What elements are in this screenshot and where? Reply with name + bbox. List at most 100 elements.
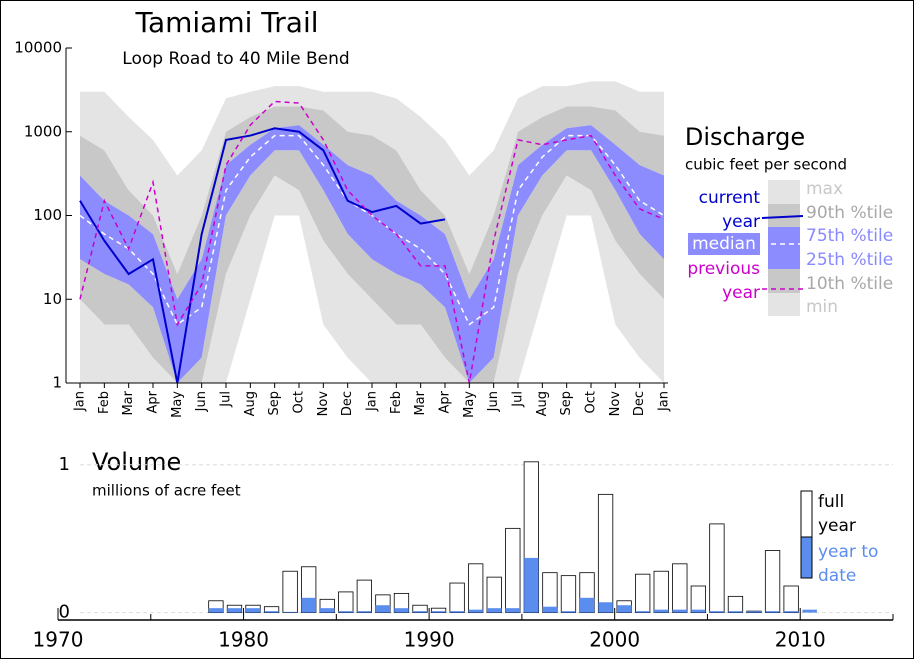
series-line bbox=[79, 134, 665, 326]
bar bbox=[338, 611, 354, 613]
bar bbox=[765, 611, 780, 613]
bar bbox=[783, 585, 799, 614]
x-tick-label: Jan bbox=[657, 391, 672, 412]
bar bbox=[616, 605, 632, 613]
x-tick-label: Jul bbox=[219, 391, 234, 408]
bar bbox=[394, 608, 409, 613]
bar bbox=[487, 608, 502, 613]
y-tick-label: 1000 bbox=[24, 122, 62, 140]
bar bbox=[597, 493, 614, 614]
legend-subtitle: cubic feet per second bbox=[685, 156, 847, 174]
bar bbox=[505, 527, 521, 614]
bar bbox=[672, 609, 688, 613]
series-line bbox=[79, 127, 446, 384]
y-tick-label: 10000 bbox=[14, 39, 62, 57]
x-tick-label: Jul bbox=[511, 391, 526, 408]
legend-title: Discharge bbox=[685, 123, 805, 151]
bar bbox=[264, 611, 279, 613]
x-tick-label: 2000 bbox=[589, 628, 640, 652]
x-tick-label: 1990 bbox=[404, 628, 455, 652]
bar bbox=[393, 592, 410, 614]
bar bbox=[282, 570, 298, 614]
bar bbox=[505, 608, 521, 613]
bar bbox=[709, 611, 725, 613]
bar bbox=[709, 523, 725, 614]
bar bbox=[635, 573, 651, 614]
y-tick-label: 1 bbox=[52, 374, 62, 392]
legend-label: 90th %tile bbox=[806, 203, 893, 223]
bar bbox=[375, 605, 391, 613]
series-line bbox=[79, 100, 665, 384]
x-tick-label: Aug bbox=[535, 391, 550, 416]
x-tick-label: Sep bbox=[267, 391, 282, 416]
x-tick-label: Apr bbox=[146, 390, 161, 413]
bar bbox=[654, 609, 669, 613]
legend-label: median bbox=[692, 234, 756, 254]
y-tick-label: 100 bbox=[33, 206, 62, 224]
x-tick-label: 1970 bbox=[33, 628, 84, 652]
chart-subtitle: millions of acre feet bbox=[92, 482, 241, 500]
bar bbox=[357, 611, 372, 613]
bar bbox=[653, 570, 669, 614]
legend-label: 75th %tile bbox=[806, 226, 893, 246]
bar bbox=[672, 563, 688, 614]
bar bbox=[282, 611, 298, 613]
bar bbox=[561, 611, 576, 613]
x-tick-label: Mar bbox=[413, 390, 428, 415]
bar bbox=[727, 595, 744, 614]
legend-label: current year bbox=[698, 188, 760, 232]
bar bbox=[728, 611, 743, 613]
bar bbox=[635, 611, 650, 613]
bar bbox=[356, 579, 372, 614]
chart-subtitle: Loop Road to 40 Mile Bend bbox=[122, 49, 349, 69]
x-tick-label: Jun bbox=[194, 391, 209, 412]
x-tick-label: Oct bbox=[584, 391, 599, 413]
y-tick-label: 0 bbox=[59, 602, 70, 623]
x-tick-label: Aug bbox=[243, 391, 258, 416]
x-tick-label: May bbox=[462, 391, 477, 418]
x-tick-label: Nov bbox=[316, 391, 331, 417]
x-tick-label: Apr bbox=[438, 390, 453, 413]
percentile-band bbox=[80, 175, 664, 383]
bar bbox=[245, 608, 261, 613]
legend-label: full year bbox=[818, 492, 856, 536]
bar bbox=[449, 582, 465, 614]
bar bbox=[524, 557, 539, 613]
x-tick-label: Dec bbox=[340, 391, 355, 416]
bar bbox=[598, 602, 613, 613]
x-tick-label: 2010 bbox=[775, 628, 826, 652]
legend-median-bg bbox=[688, 233, 760, 255]
bar bbox=[691, 609, 706, 613]
bar bbox=[802, 609, 817, 613]
x-tick-label: Oct bbox=[292, 391, 307, 413]
chart-title: Tamiami Trail bbox=[134, 6, 318, 39]
bar bbox=[412, 611, 428, 613]
legend-swatch bbox=[800, 490, 813, 538]
legend-label: 10th %tile bbox=[806, 274, 893, 294]
legend-label: year to date bbox=[818, 542, 879, 586]
percentile-band bbox=[80, 150, 664, 383]
legend-label: 25th %tile bbox=[806, 250, 893, 270]
x-tick-label: Nov bbox=[608, 391, 623, 417]
percentile-band bbox=[80, 81, 664, 275]
x-tick-label: Jun bbox=[486, 391, 501, 412]
x-tick-label: Sep bbox=[559, 391, 574, 416]
bar bbox=[301, 597, 316, 613]
x-tick-label: May bbox=[170, 391, 185, 418]
bar bbox=[764, 550, 781, 614]
legend-line bbox=[761, 215, 804, 219]
y-tick-label: 1 bbox=[59, 454, 70, 475]
bar bbox=[542, 572, 558, 614]
x-tick-label: Jan bbox=[73, 391, 88, 412]
bar bbox=[431, 611, 446, 613]
bar bbox=[486, 576, 502, 614]
legend-label: max bbox=[806, 179, 843, 199]
x-tick-label: Jan bbox=[365, 391, 380, 412]
x-tick-label: Dec bbox=[632, 391, 647, 416]
bar bbox=[208, 600, 224, 614]
bar bbox=[746, 611, 762, 613]
percentile-band bbox=[80, 106, 664, 300]
x-tick-label: Feb bbox=[389, 391, 404, 414]
x-tick-label: Mar bbox=[121, 390, 136, 415]
